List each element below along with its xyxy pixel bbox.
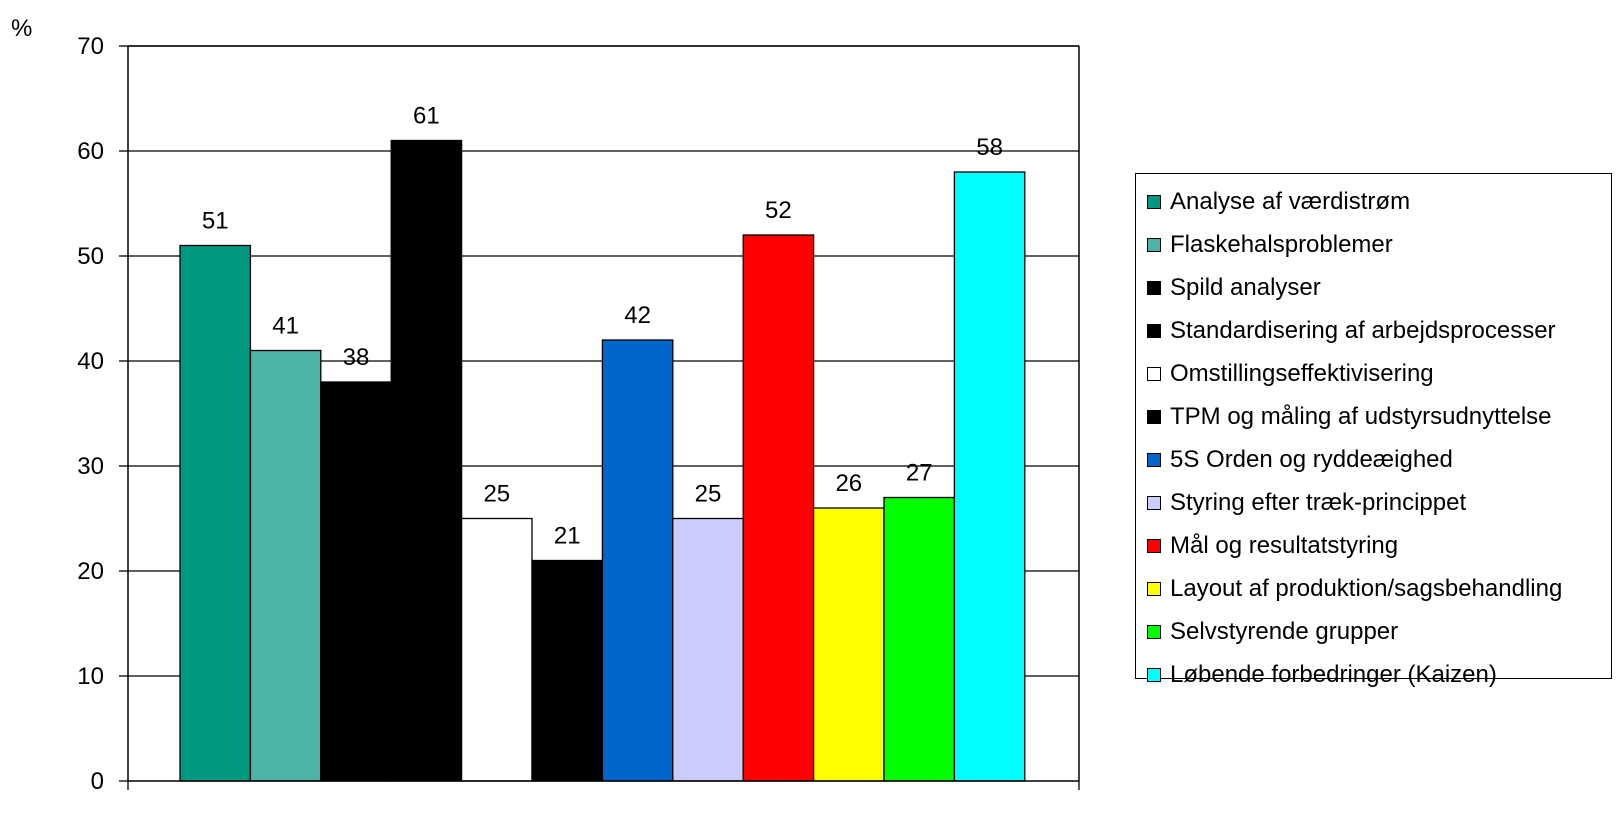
bar <box>460 517 533 782</box>
bar <box>601 339 674 782</box>
legend-label: Omstillingseffektivisering <box>1170 359 1434 387</box>
legend-label: TPM og måling af udstyrsudnyttelse <box>1170 402 1552 430</box>
legend-item: 5S Orden og ryddeæighed <box>1136 438 1611 481</box>
data-label: 38 <box>343 344 370 371</box>
legend-label: Layout af produktion/sagsbehandling <box>1170 574 1563 602</box>
legend-swatch <box>1147 409 1161 424</box>
bars <box>179 139 1026 782</box>
legend-item: Omstillingseffektivisering <box>1136 352 1611 395</box>
bar <box>249 349 322 782</box>
bar <box>812 507 885 782</box>
legend-item: Standardisering af arbejdsprocesser <box>1136 309 1611 352</box>
legend-label: 5S Orden og ryddeæighed <box>1170 445 1453 473</box>
y-tick-label: 20 <box>77 558 104 585</box>
legend-item: Analyse af værdistrøm <box>1136 180 1611 223</box>
bar <box>883 496 956 782</box>
data-label: 27 <box>906 460 933 487</box>
legend-label: Analyse af værdistrøm <box>1170 187 1411 215</box>
legend-item: Styring efter træk-princippet <box>1136 481 1611 524</box>
data-label: 42 <box>624 302 651 329</box>
data-label: 41 <box>272 313 299 340</box>
legend-label: Løbende forbedringer (Kaizen) <box>1170 660 1497 688</box>
axes <box>127 45 1080 790</box>
legend-swatch <box>1147 581 1161 596</box>
data-labels: 51 41 38 61 25 21 42 25 52 26 27 58 <box>202 103 1003 550</box>
y-tick-label: 0 <box>91 768 104 795</box>
legend-swatch <box>1147 667 1161 682</box>
legend-item: TPM og måling af udstyrsudnyttelse <box>1136 395 1611 438</box>
legend-label: Flaskehalsproblemer <box>1170 230 1393 258</box>
bar <box>179 244 252 782</box>
legend-label: Mål og resultatstyring <box>1170 531 1399 559</box>
y-tick-label: 10 <box>77 663 104 690</box>
bar <box>531 559 604 782</box>
bar <box>742 234 815 782</box>
legend-label: Styring efter træk-princippet <box>1170 488 1467 516</box>
y-axis-label: % <box>11 15 32 42</box>
bar <box>390 139 463 782</box>
legend-item: Spild analyser <box>1136 266 1611 309</box>
bar <box>672 517 744 782</box>
y-tick-label: 60 <box>77 138 104 165</box>
data-label: 26 <box>835 470 862 497</box>
legend-swatch <box>1147 194 1161 209</box>
y-tick-label: 70 <box>77 33 104 60</box>
legend-swatch <box>1147 280 1161 295</box>
data-label: 51 <box>202 208 229 235</box>
bar <box>320 381 392 782</box>
legend-swatch <box>1147 366 1161 381</box>
legend-item: Selvstyrende grupper <box>1136 610 1611 653</box>
data-label: 58 <box>976 134 1003 161</box>
legend-swatch <box>1147 624 1161 639</box>
legend-label: Standardisering af arbejdsprocesser <box>1170 316 1556 344</box>
data-label: 25 <box>695 481 722 508</box>
bar <box>953 171 1026 782</box>
data-label: 61 <box>413 103 440 130</box>
legend-swatch <box>1147 323 1161 338</box>
legend-item: Mål og resultatstyring <box>1136 524 1611 567</box>
y-axis-ticks: 0 10 20 30 40 50 60 70 <box>77 33 128 795</box>
legend: Analyse af værdistrøm Flaskehalsproblemer… <box>1135 173 1612 688</box>
data-label: 21 <box>554 523 581 550</box>
legend-swatch <box>1147 495 1161 510</box>
legend-label: Selvstyrende grupper <box>1170 617 1399 645</box>
legend-swatch <box>1147 452 1161 467</box>
y-tick-label: 40 <box>77 348 104 375</box>
legend-item: Løbende forbedringer (Kaizen) <box>1136 653 1611 696</box>
legend-label: Spild analyser <box>1170 273 1321 301</box>
legend-item: Flaskehalsproblemer <box>1136 223 1611 266</box>
legend-swatch <box>1147 538 1161 553</box>
data-label: 25 <box>483 481 510 508</box>
data-label: 52 <box>765 197 792 224</box>
legend-swatch <box>1147 237 1161 252</box>
y-tick-label: 30 <box>77 453 104 480</box>
legend-item: Layout af produktion/sagsbehandling <box>1136 567 1611 610</box>
y-tick-label: 50 <box>77 243 104 270</box>
